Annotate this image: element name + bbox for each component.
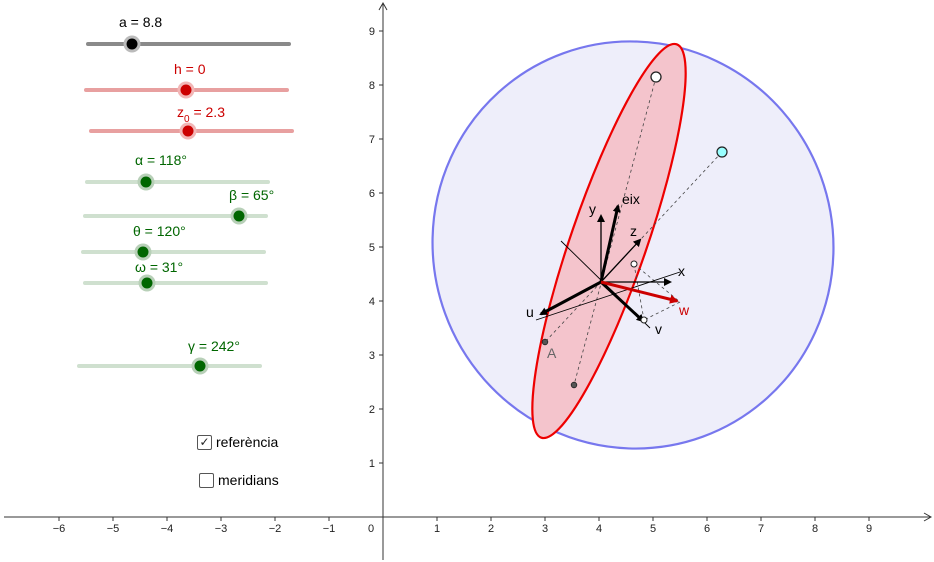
x-tick-label: 9 bbox=[866, 523, 872, 535]
slider-beta-label: β = 65° bbox=[229, 187, 274, 203]
y-tick-label: 1 bbox=[369, 458, 375, 470]
y-tick-label: 4 bbox=[369, 296, 375, 308]
slider-h[interactable]: h = 0 bbox=[84, 61, 289, 99]
ref-line-2 bbox=[535, 271, 681, 321]
x-tick-label: −4 bbox=[161, 523, 174, 535]
dashed-axis-line bbox=[573, 76, 657, 386]
small-white-point bbox=[630, 260, 638, 268]
vectors bbox=[539, 204, 679, 323]
slider-a[interactable]: a = 8.8 bbox=[86, 14, 291, 53]
label-w: w bbox=[678, 302, 690, 318]
label-x: x bbox=[678, 263, 685, 279]
label-v: v bbox=[655, 321, 662, 337]
vector-z bbox=[600, 238, 642, 283]
x-tick-label: 2 bbox=[488, 523, 494, 535]
y-tick-label: 2 bbox=[369, 404, 375, 416]
y-tick-label: 7 bbox=[369, 134, 375, 146]
point-a[interactable] bbox=[541, 338, 549, 346]
slider-h-label: h = 0 bbox=[174, 61, 206, 77]
slider-alpha-knob[interactable] bbox=[140, 176, 152, 188]
checkbox-meridians-label: meridians bbox=[218, 472, 279, 488]
x-tick-label: −1 bbox=[323, 523, 336, 535]
dashed-w-line2 bbox=[643, 301, 681, 321]
label-u: u bbox=[526, 304, 534, 320]
label-eix: eix bbox=[622, 191, 640, 207]
vector-eix bbox=[599, 204, 621, 283]
x-tick-label: 0 bbox=[368, 523, 374, 535]
x-tick-label: 3 bbox=[542, 523, 548, 535]
checkbox-meridians-box[interactable] bbox=[199, 472, 214, 488]
x-tick-label: 1 bbox=[434, 523, 440, 535]
checkbox-referencia-label: referència bbox=[216, 434, 279, 450]
slider-z0-value: = 2.3 bbox=[190, 104, 226, 120]
x-tick-label: 7 bbox=[758, 523, 764, 535]
label-z: z bbox=[630, 223, 637, 239]
y-tick-label: 9 bbox=[369, 26, 375, 38]
slider-a-label: a = 8.8 bbox=[119, 14, 162, 30]
x-tick-label: −3 bbox=[215, 523, 228, 535]
checkbox-referencia-box[interactable]: ✓ bbox=[197, 434, 212, 450]
checkbox-meridians[interactable]: meridians bbox=[199, 472, 279, 488]
slider-omega-label: ω = 31° bbox=[135, 259, 183, 275]
slider-a-knob[interactable] bbox=[126, 38, 138, 50]
slider-omega-knob[interactable] bbox=[141, 277, 153, 289]
v-tip-point bbox=[640, 316, 648, 324]
x-tick-label: −2 bbox=[269, 523, 282, 535]
x-tick-label: −5 bbox=[107, 523, 120, 535]
slider-z0-name: z bbox=[177, 104, 184, 120]
slider-z0-subscript: 0 bbox=[184, 114, 190, 125]
y-tick-label: 3 bbox=[369, 350, 375, 362]
label-y: y bbox=[589, 201, 596, 217]
bottom-axis-point[interactable] bbox=[570, 381, 578, 389]
x-tick-label: 4 bbox=[596, 523, 602, 535]
slider-z0[interactable]: z0 = 2.3 bbox=[89, 104, 294, 140]
y-tick-label: 8 bbox=[369, 80, 375, 92]
slider-z0-knob[interactable] bbox=[182, 125, 194, 137]
slider-theta-label: θ = 120° bbox=[133, 223, 186, 239]
checkbox-referencia[interactable]: ✓ referència bbox=[197, 434, 278, 450]
x-tick-label: −6 bbox=[53, 523, 66, 535]
slider-gamma-knob[interactable] bbox=[194, 360, 206, 372]
dashed-a-line bbox=[544, 281, 602, 343]
x-tick-label: 6 bbox=[704, 523, 710, 535]
vector-w bbox=[600, 280, 679, 304]
slider-z0-label: z0 = 2.3 bbox=[177, 104, 225, 125]
label-point-a: A bbox=[547, 345, 557, 361]
vector-v bbox=[599, 280, 645, 323]
top-axis-point[interactable] bbox=[650, 71, 662, 83]
cyan-point[interactable] bbox=[716, 146, 728, 158]
slider-omega[interactable]: ω = 31° bbox=[83, 259, 268, 292]
vector-u bbox=[539, 280, 602, 316]
slider-theta-knob[interactable] bbox=[137, 246, 149, 258]
y-axis-arrow bbox=[378, 1, 388, 11]
slider-beta-knob[interactable] bbox=[233, 210, 245, 222]
y-tick-label: 5 bbox=[369, 242, 375, 254]
x-tick-label: 5 bbox=[650, 523, 656, 535]
slider-h-knob[interactable] bbox=[180, 84, 192, 96]
slider-beta[interactable]: β = 65° bbox=[83, 187, 274, 225]
x-tick-label: 8 bbox=[812, 523, 818, 535]
slider-alpha[interactable]: α = 118° bbox=[85, 152, 270, 191]
y-tick-label: 6 bbox=[369, 188, 375, 200]
slider-gamma-label: γ = 242° bbox=[188, 338, 240, 354]
slider-theta[interactable]: θ = 120° bbox=[81, 223, 266, 261]
slider-gamma[interactable]: γ = 242° bbox=[77, 338, 262, 375]
x-axis-arrow bbox=[923, 512, 933, 522]
axes: −6 −5 −4 −3 −2 −1 0 1 2 3 4 5 6 7 8 9 1 2 3 4 5 6 7 8 9 bbox=[4, 1, 933, 560]
slider-alpha-label: α = 118° bbox=[135, 152, 187, 168]
